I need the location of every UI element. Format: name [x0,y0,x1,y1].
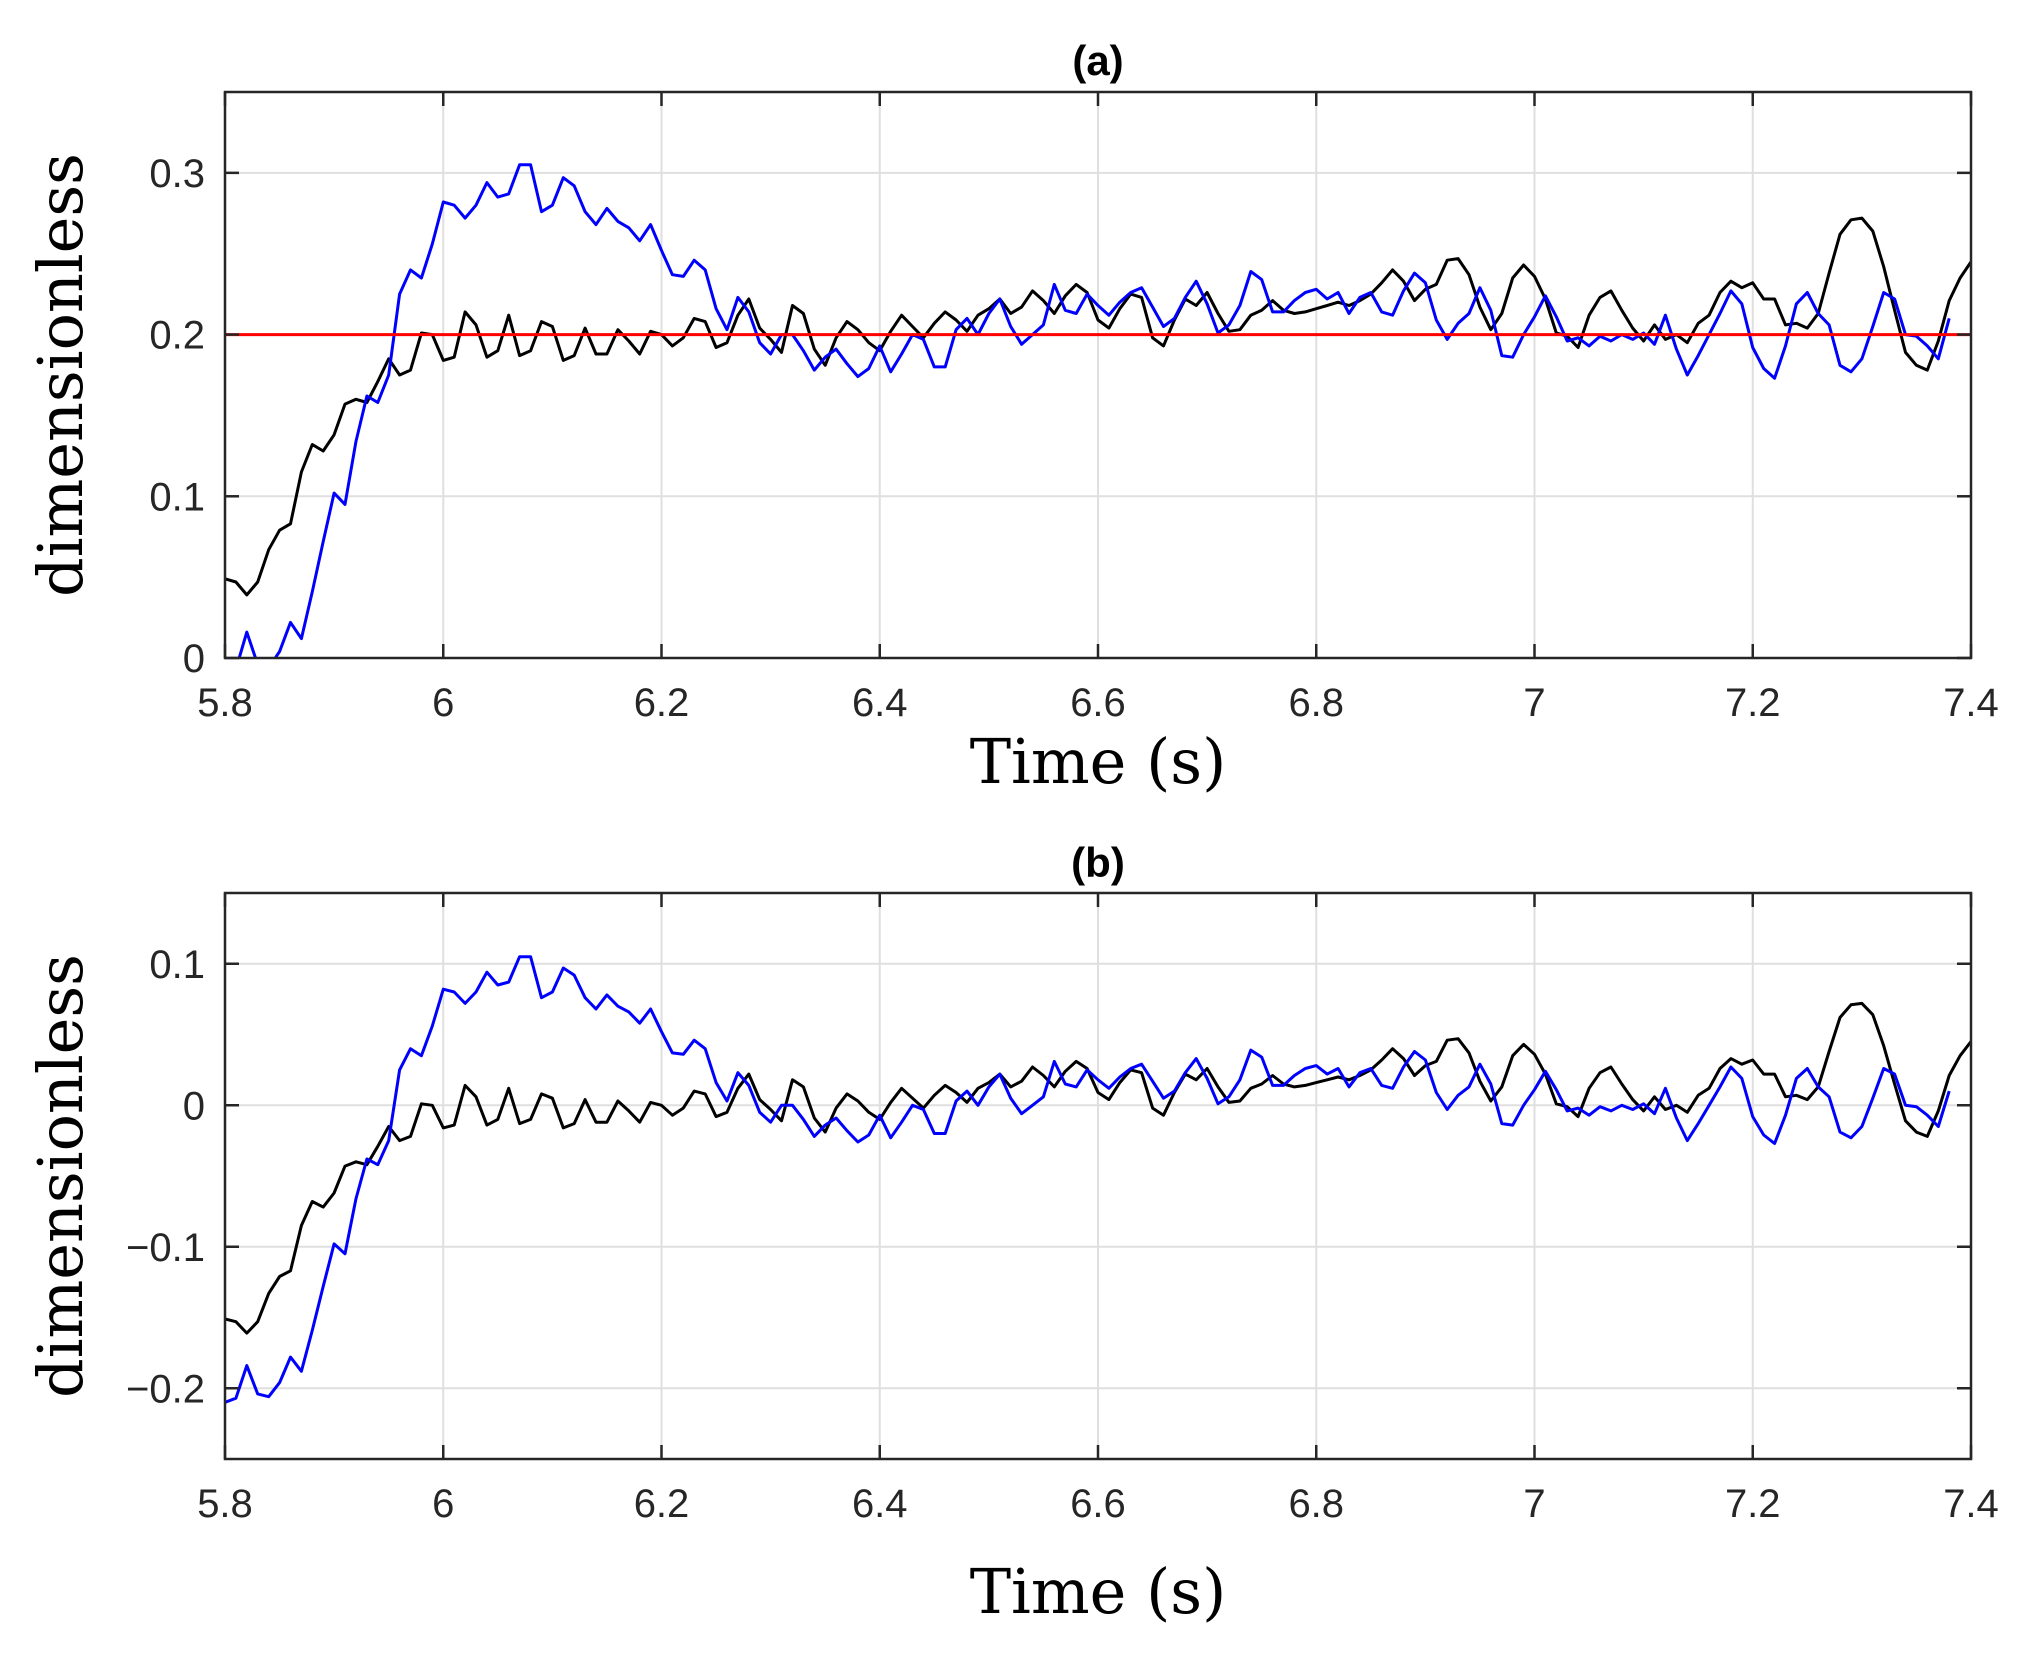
panel-b-tick-labels: 5.8 6 6.2 6.4 6.6 6.8 7 7.2 7.4 −0.2 −0.1 0 0.1 [126,943,1999,1526]
panel-b-y-axis-label: dimensionless [24,954,97,1398]
x-tick-label: 7.2 [1725,1482,1781,1526]
y-tick-label: 0 [183,1084,205,1128]
x-tick-label: 5.8 [197,1482,253,1526]
panel-b-ticks [223,893,1973,1459]
panel-a-y-axis-label: dimensionless [24,153,97,597]
y-tick-label: 0.1 [149,943,205,987]
y-tick-label: −0.2 [126,1367,205,1411]
y-tick-label: 0.3 [149,152,205,196]
y-tick-label: 0 [183,637,205,681]
x-tick-label: 6.8 [1288,1482,1344,1526]
panel-a-grid [225,92,1971,658]
panel-b-grid [225,893,1971,1459]
panel-a-x-axis-label: Time (s) [970,725,1227,798]
panel-b: (b) 5.8 6 6.2 6.4 6.6 6.8 7 7.2 7.4−0.2−0.100.1 … [24,839,1999,1628]
x-tick-label: 6.6 [1070,1482,1126,1526]
x-tick-label: 6 [432,1482,454,1526]
y-tick-label: −0.1 [126,1226,205,1270]
x-tick-label: 6.4 [852,681,908,725]
panel-b-series [225,955,1971,1404]
series-line-black [225,1001,1971,1335]
panel-b-x-axis-label: Time (s) [970,1555,1227,1628]
y-tick-label: 0.1 [149,475,205,519]
x-tick-label: 6.4 [852,1482,908,1526]
panel-a: (a) 5.8 6 6.2 6.4 6.6 6.8 7 7.2 7.4 0 0.1 0.2 0.3 Ti… [24,37,1999,798]
x-tick-label: 5.8 [197,681,253,725]
x-tick-label: 6.6 [1070,681,1126,725]
x-tick-label: 6.2 [634,681,690,725]
panel-a-tick-labels: 5.8 6 6.2 6.4 6.6 6.8 7 7.2 7.4 0 0.1 0.2 0.3 [149,152,1998,725]
series-line-blue [225,955,1951,1404]
x-tick-label: 6.2 [634,1482,690,1526]
x-tick-label: 7.4 [1943,1482,1999,1526]
y-tick-label: 0.2 [149,314,205,358]
series-line-black [225,216,1971,597]
x-tick-label: 6 [432,681,454,725]
series-line-blue [237,163,1951,658]
x-tick-label: 7.2 [1725,681,1781,725]
x-tick-label: 6.8 [1288,681,1344,725]
panel-a-series [225,163,1971,658]
x-tick-label: 7 [1523,1482,1545,1526]
panel-b-title: (b) [1071,839,1125,886]
panel-a-ticks [223,92,1973,660]
panel-a-title: (a) [1072,37,1123,84]
x-tick-label: 7 [1523,681,1545,725]
x-tick-label: 7.4 [1943,681,1999,725]
